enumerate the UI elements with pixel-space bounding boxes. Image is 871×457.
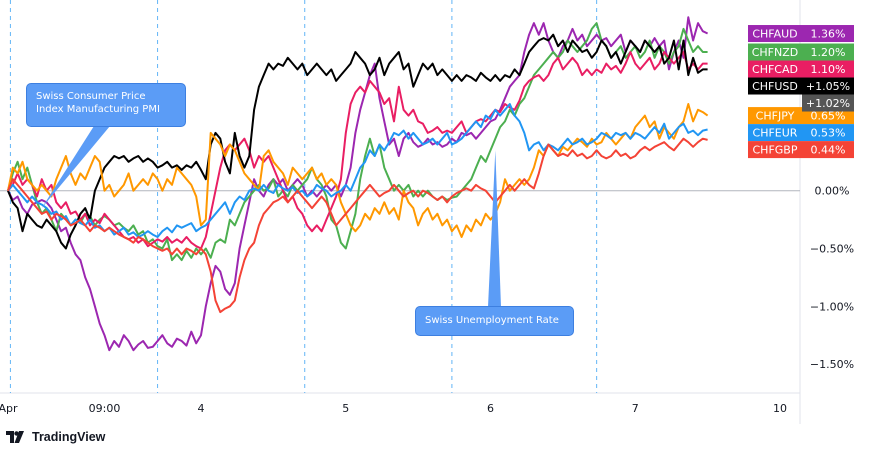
price-tag-symbol: CHFJPY — [756, 110, 795, 123]
price-tag-value: 1.36% — [811, 28, 846, 41]
y-tick-label: −1.00% — [810, 300, 854, 313]
event-lines — [9, 0, 598, 393]
tradingview-wordmark: TradingView — [32, 430, 106, 444]
annotation-cpi-pmi: Swiss Consumer Price Index Manufacturing… — [26, 83, 186, 127]
x-tick-label: 5 — [342, 402, 349, 415]
x-tick-label: 6 — [487, 402, 494, 415]
x-tick-label: 10 — [773, 402, 787, 415]
price-tag-value: 0.53% — [811, 127, 846, 140]
callout-pointer-cpi — [41, 126, 110, 209]
price-tag-value: +1.02% — [806, 97, 850, 110]
price-tag-value-bg — [802, 124, 854, 142]
price-tag-symbol-bg — [748, 43, 802, 61]
x-tick-label: 4 — [198, 402, 205, 415]
price-tag-value: +1.05% — [806, 80, 850, 93]
price-tag-value: 0.65% — [811, 110, 846, 123]
price-tag-chfgbp: CHFGBP 0.44% — [748, 141, 854, 159]
price-tag-value-bg — [802, 141, 854, 159]
price-tag-chfeur: CHFEUR 0.53% — [748, 124, 854, 142]
price-tag-extra: +1.02% — [802, 94, 854, 112]
series-line-chfusd — [7, 33, 708, 250]
y-axis-ticks: 0.00% −0.50% −1.00% −1.50% — [810, 185, 854, 371]
y-tick-label: −0.50% — [810, 243, 854, 256]
price-tag-symbol-bg — [748, 141, 802, 159]
price-tag-value: 1.10% — [811, 63, 846, 76]
series-line-chfjpy — [7, 103, 709, 238]
series-line-chfcad — [7, 51, 708, 250]
callout-pointer-unemployment — [488, 150, 501, 307]
x-tick-label: 7 — [632, 402, 639, 415]
price-tags: CHFAUD 1.36% CHFNZD 1.20% CHFCAD 1.10% CHFUSD +… — [748, 25, 854, 159]
series-line-chfgbp — [7, 137, 708, 314]
price-tag-symbol: CHFNZD — [752, 46, 799, 59]
price-tag-chfaud: CHFAUD 1.36% — [748, 25, 854, 43]
tradingview-logo-icon — [6, 431, 24, 443]
series-line-chfeur — [7, 103, 708, 238]
x-tick-label: 09:00 — [89, 402, 121, 415]
price-tag-value-bg — [802, 94, 854, 112]
price-tag-value-bg — [802, 43, 854, 61]
y-tick-label: −1.50% — [810, 358, 854, 371]
series-line-chfaud — [7, 16, 709, 352]
price-tag-value-bg — [802, 25, 854, 43]
y-tick-label: 0.00% — [815, 185, 850, 198]
price-tag-symbol-bg — [748, 77, 802, 95]
x-axis-ticks: Apr 09:00 4 5 6 7 10 — [0, 402, 787, 415]
price-tag-chfcad: CHFCAD 1.10% — [748, 60, 854, 78]
price-tag-symbol: CHFUSD — [752, 80, 798, 93]
price-tag-symbol: CHFEUR — [753, 127, 798, 140]
price-tag-chfusd: CHFUSD +1.05% — [748, 77, 854, 95]
price-tag-value-bg — [802, 77, 854, 95]
annotation-unemployment: Swiss Unemployment Rate — [415, 306, 574, 336]
price-tag-symbol: CHFAUD — [752, 28, 797, 41]
price-tag-symbol-bg — [748, 107, 802, 125]
price-tag-value: 1.20% — [811, 46, 846, 59]
price-tag-symbol-bg — [748, 124, 802, 142]
price-tag-symbol-bg — [748, 25, 802, 43]
series-lines — [7, 16, 709, 352]
price-tag-symbol: CHFGBP — [753, 144, 798, 157]
callout-pointers — [41, 126, 501, 307]
x-tick-label: Apr — [0, 402, 18, 415]
price-tag-value: 0.44% — [811, 144, 846, 157]
price-tag-chfnzd: CHFNZD 1.20% — [748, 43, 854, 61]
tradingview-brand[interactable]: TradingView — [6, 430, 105, 444]
price-tag-value-bg — [802, 60, 854, 78]
price-tag-symbol-bg — [748, 60, 802, 78]
price-tag-symbol: CHFCAD — [752, 63, 798, 76]
